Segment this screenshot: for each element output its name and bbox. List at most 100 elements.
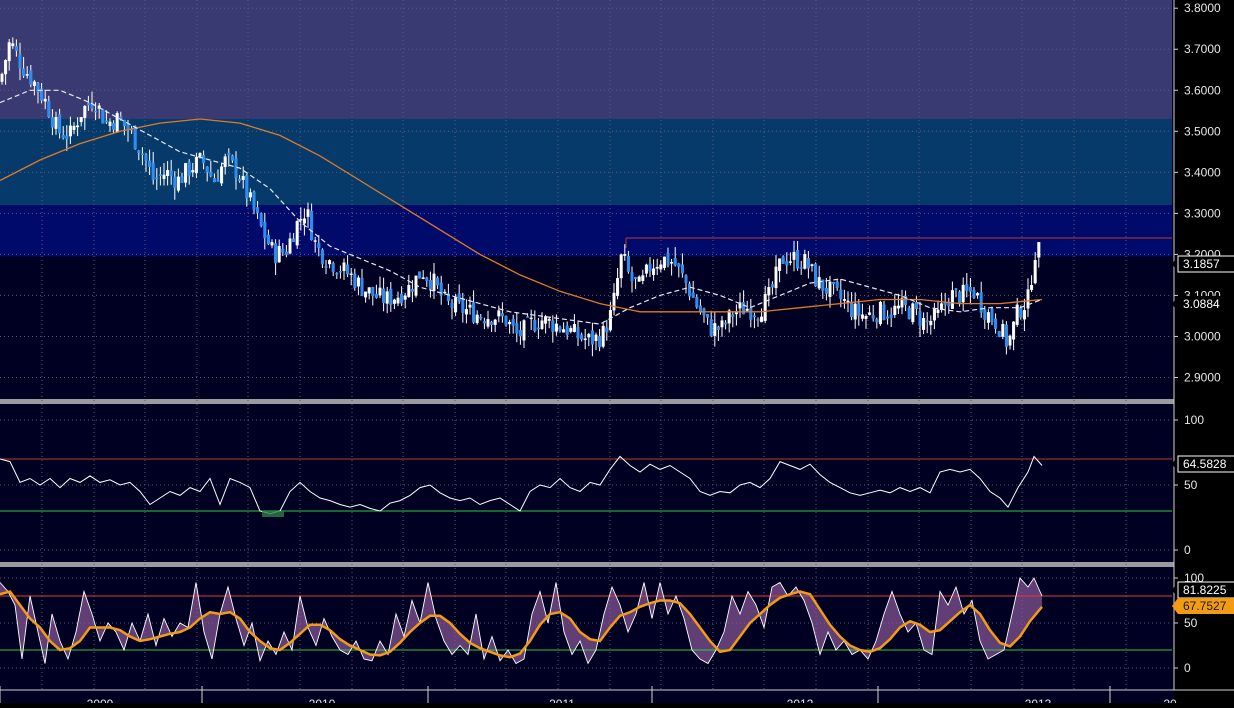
candle-body-93 bbox=[335, 273, 339, 275]
candle-body-152 bbox=[547, 318, 551, 321]
candle-body-96 bbox=[346, 264, 350, 275]
price-tick-label-2: 3.6000 bbox=[1184, 83, 1221, 97]
candle-body-168 bbox=[605, 327, 609, 333]
candle-body-192 bbox=[691, 292, 695, 298]
candle-body-140 bbox=[504, 316, 508, 326]
candle-body-79 bbox=[284, 251, 288, 255]
candle-body-110 bbox=[396, 297, 400, 304]
candle-body-19 bbox=[68, 125, 72, 137]
rsi-tick-label-2: 0 bbox=[1184, 543, 1191, 557]
candle-body-118 bbox=[425, 277, 429, 281]
candle-body-270 bbox=[972, 290, 976, 298]
candle-body-214 bbox=[770, 284, 774, 288]
candle-body-73 bbox=[263, 221, 267, 239]
candle-body-25 bbox=[90, 102, 94, 109]
candle-body-246 bbox=[886, 316, 890, 319]
candle-body-107 bbox=[385, 291, 389, 304]
candle-body-176 bbox=[634, 277, 638, 280]
candle-body-1 bbox=[4, 60, 8, 75]
candle-body-61 bbox=[220, 166, 224, 184]
candle-body-267 bbox=[961, 284, 965, 303]
price-tick-label-5: 3.3000 bbox=[1184, 206, 1221, 220]
candle-body-104 bbox=[374, 293, 378, 298]
candle-body-221 bbox=[796, 249, 800, 269]
stoch-d-line bbox=[0, 590, 1043, 659]
candle-body-201 bbox=[724, 322, 728, 325]
candle-body-103 bbox=[371, 286, 375, 296]
rsi-oversold-fill bbox=[262, 511, 284, 517]
rsi-value-tag-bg bbox=[1172, 456, 1234, 472]
candle-body-166 bbox=[598, 335, 602, 348]
candle-body-281 bbox=[1012, 321, 1016, 340]
candle-body-81 bbox=[292, 238, 296, 243]
candle-body-253 bbox=[911, 303, 915, 323]
candle-body-158 bbox=[569, 328, 573, 332]
candle-body-127 bbox=[457, 293, 461, 302]
candle-body-278 bbox=[1001, 323, 1005, 337]
rsi-value-tag: 64.5828 bbox=[1183, 457, 1227, 471]
candle-body-95 bbox=[342, 262, 346, 271]
rsi-value-tag-border bbox=[1177, 455, 1234, 473]
candle-body-224 bbox=[806, 258, 810, 269]
candle-body-173 bbox=[623, 254, 627, 256]
candle-body-242 bbox=[871, 315, 875, 319]
candle-body-38 bbox=[137, 150, 141, 153]
candle-body-124 bbox=[446, 293, 450, 302]
candle-body-85 bbox=[306, 209, 310, 217]
y-axis: 3.80003.70003.60003.50003.40003.30003.20… bbox=[1172, 1, 1234, 675]
candle-body-177 bbox=[637, 276, 641, 282]
stoch-d-tag-bg bbox=[1172, 598, 1234, 614]
candle-body-53 bbox=[191, 170, 195, 173]
candle-body-98 bbox=[353, 273, 357, 289]
candle-body-271 bbox=[976, 293, 980, 296]
stochastic-panel bbox=[0, 577, 1172, 669]
panel-separator-1 bbox=[0, 399, 1234, 404]
candle-body-63 bbox=[227, 152, 231, 156]
rsi-tick-label-0: 100 bbox=[1184, 413, 1204, 427]
candle-body-21 bbox=[76, 125, 80, 128]
candle-body-59 bbox=[212, 178, 216, 183]
candle-body-5 bbox=[18, 54, 22, 69]
candle-body-180 bbox=[648, 263, 652, 272]
candle-body-22 bbox=[79, 117, 83, 123]
candle-body-240 bbox=[864, 316, 868, 319]
candle-body-220 bbox=[792, 251, 796, 260]
candle-body-11 bbox=[40, 88, 44, 101]
candle-body-223 bbox=[803, 253, 807, 269]
candle-body-128 bbox=[461, 299, 465, 313]
candle-body-142 bbox=[511, 318, 515, 326]
candle-body-186 bbox=[670, 262, 674, 264]
candle-body-248 bbox=[893, 305, 897, 316]
candle-body-148 bbox=[533, 320, 537, 331]
candle-body-135 bbox=[486, 319, 490, 327]
candle-body-120 bbox=[432, 273, 436, 291]
candle-body-136 bbox=[490, 321, 494, 325]
candle-body-89 bbox=[320, 249, 324, 265]
candle-body-111 bbox=[400, 293, 404, 304]
candle-body-205 bbox=[738, 302, 742, 309]
candle-body-125 bbox=[450, 302, 454, 309]
candle-body-17 bbox=[61, 135, 65, 139]
candle-body-6 bbox=[22, 68, 26, 76]
candle-body-88 bbox=[317, 243, 321, 248]
ma-value-tag-bg bbox=[1172, 296, 1234, 312]
candles bbox=[0, 37, 1041, 357]
candle-body-164 bbox=[590, 330, 594, 345]
grid-lines bbox=[0, 0, 1172, 690]
candle-body-234 bbox=[842, 299, 846, 301]
rsi-tick-label-1: 50 bbox=[1184, 478, 1198, 492]
candle-body-239 bbox=[860, 314, 864, 319]
candle-body-190 bbox=[684, 275, 688, 283]
candle-body-217 bbox=[781, 256, 785, 264]
candle-body-31 bbox=[112, 122, 116, 130]
candle-body-232 bbox=[835, 281, 839, 289]
stoch-d-tag: 67.7527 bbox=[1183, 599, 1227, 613]
candle-body-236 bbox=[850, 301, 854, 318]
candle-body-196 bbox=[706, 314, 710, 318]
candle-body-84 bbox=[302, 218, 306, 224]
candle-body-15 bbox=[54, 116, 58, 129]
candle-body-20 bbox=[72, 125, 76, 130]
candle-body-189 bbox=[680, 264, 684, 274]
candle-body-102 bbox=[367, 287, 371, 294]
